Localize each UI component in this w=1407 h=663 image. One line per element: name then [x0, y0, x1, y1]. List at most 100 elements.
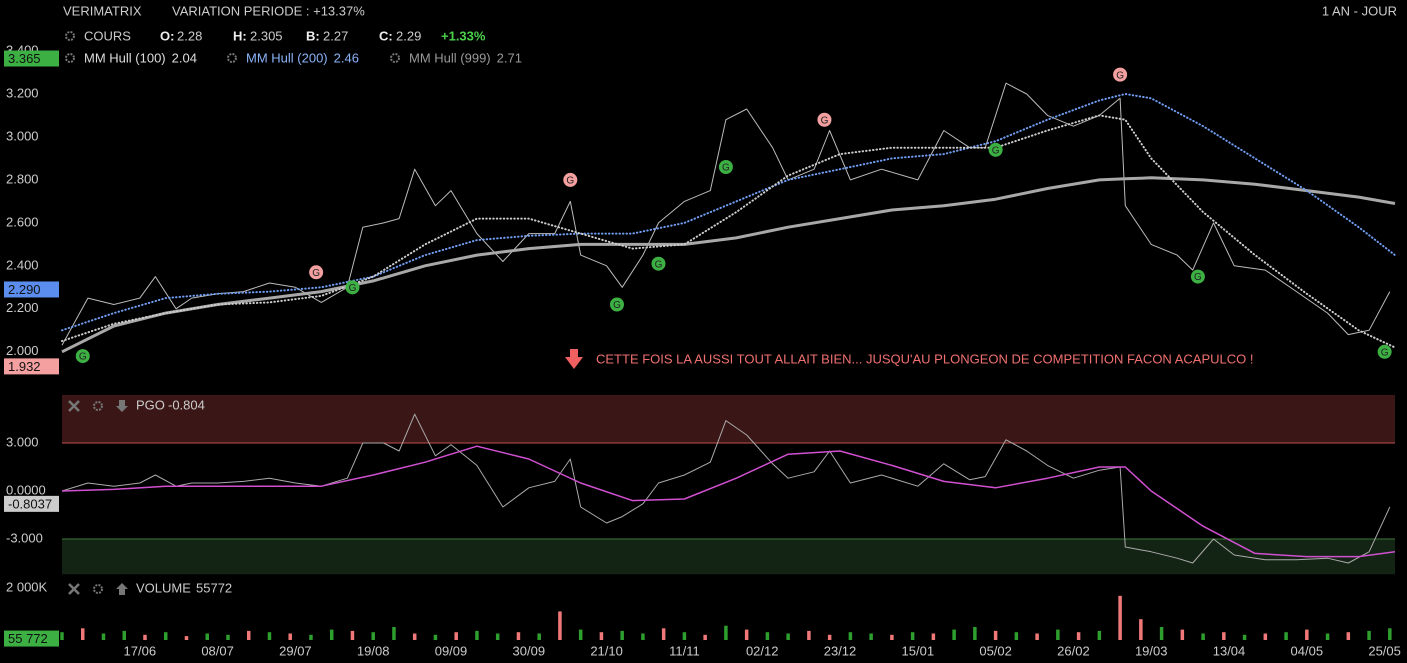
settings-icon[interactable]: [390, 53, 400, 63]
volume-bar: [973, 627, 977, 640]
y-tick-label: 2.200: [6, 300, 39, 315]
volume-bar: [205, 633, 209, 640]
value-label: 1.932: [8, 359, 41, 374]
legend-entry: MM Hull (999): [409, 50, 491, 65]
volume-bar: [350, 630, 355, 640]
settings-icon[interactable]: [93, 401, 103, 411]
volume-bar: [599, 632, 604, 640]
signal-label: G: [992, 145, 1000, 156]
series-line: [61, 82, 1391, 346]
volume-bar: [1388, 628, 1392, 640]
x-tick-label: 08/07: [201, 643, 234, 658]
volume-bar: [329, 629, 334, 640]
volume-bar: [1097, 630, 1102, 640]
volume-bar: [1201, 633, 1205, 640]
volume-bar: [184, 636, 189, 640]
volume-bar: [371, 632, 375, 640]
volume-bar: [558, 611, 562, 640]
settings-icon[interactable]: [227, 53, 237, 63]
x-tick-label: 19/03: [1135, 643, 1168, 658]
volume-bar: [392, 627, 396, 640]
volume-bar: [869, 633, 873, 640]
value-label: 2.290: [8, 282, 41, 297]
y-tick-label: 3.200: [6, 85, 39, 100]
y-tick-label: 3.000: [6, 434, 39, 449]
volume-bar: [786, 633, 790, 640]
close-icon[interactable]: [68, 583, 80, 595]
volume-bar: [1159, 627, 1164, 640]
panel-value: -0.804: [168, 397, 205, 412]
panel-title: VOLUME: [136, 580, 191, 595]
volume-bar: [682, 632, 687, 640]
x-tick-label: 19/08: [357, 643, 390, 658]
signal-label: G: [613, 300, 621, 311]
panel-value: 55772: [196, 580, 232, 595]
annotation: CETTE FOIS LA AUSSI TOUT ALLAIT BIEN... …: [596, 351, 1253, 366]
x-tick-label: 15/01: [902, 643, 935, 658]
volume-bar: [1284, 632, 1288, 640]
move-down-icon[interactable]: [116, 400, 128, 412]
volume-bar: [703, 634, 707, 640]
series-line: [61, 93, 1396, 332]
volume-bar: [226, 634, 230, 640]
settings-icon[interactable]: [65, 31, 75, 41]
quote-value: 2.29: [396, 28, 421, 43]
volume-bar: [744, 629, 749, 640]
move-up-icon[interactable]: [116, 583, 128, 595]
volume-bar: [578, 629, 583, 640]
legend-entry: COURS: [84, 28, 131, 43]
volume-bar: [1305, 629, 1309, 640]
volume-bar: [931, 633, 936, 640]
volume-bar: [1222, 632, 1226, 640]
series-line: [61, 114, 1396, 349]
signal-label: G: [1194, 272, 1202, 283]
volume-bar: [1325, 633, 1330, 640]
volume-bar: [309, 634, 313, 640]
volume-bar: [1118, 595, 1122, 640]
series-line: [61, 445, 1396, 558]
close-icon[interactable]: [68, 400, 80, 412]
oversold-zone: [62, 539, 1395, 575]
volume-bar: [433, 634, 438, 640]
signal-label: G: [1381, 347, 1389, 358]
volume-bar: [516, 632, 521, 640]
signal-label: G: [566, 176, 574, 187]
value-label-box: [4, 495, 59, 512]
period[interactable]: 1 AN - JOUR: [1322, 3, 1397, 18]
x-tick-label: 26/02: [1057, 643, 1090, 658]
series-line: [61, 176, 1396, 354]
volume-bar: [1014, 632, 1019, 640]
signal-label: G: [349, 283, 357, 294]
volume-bar: [661, 628, 666, 640]
volume-bar: [827, 634, 832, 640]
volume-bar: [412, 633, 417, 640]
volume-bar: [848, 632, 853, 640]
volume-bar: [163, 632, 168, 640]
y-tick-label: 2.000: [6, 343, 39, 358]
signal-marker: [817, 112, 832, 127]
volume-bar: [80, 628, 85, 640]
x-tick-label: 13/04: [1213, 643, 1246, 658]
annotation-arrow: [565, 349, 583, 369]
legend-entry: MM Hull (100): [84, 50, 166, 65]
quote-value: 2.28: [177, 28, 202, 43]
y-tick-label: 2 000K: [6, 579, 48, 594]
volume-bar: [765, 632, 770, 640]
settings-icon[interactable]: [65, 53, 75, 63]
volume-bar: [952, 629, 956, 640]
value-label-box: [4, 630, 59, 647]
signal-label: G: [312, 268, 320, 279]
signal-marker: [988, 142, 1003, 157]
quote-key: C:: [379, 28, 393, 43]
settings-icon[interactable]: [93, 584, 103, 594]
x-tick-label: 02/12: [746, 643, 779, 658]
volume-bar: [1346, 632, 1351, 640]
signal-label: G: [655, 259, 663, 270]
volume-bar: [641, 633, 645, 640]
x-tick-label: 30/09: [513, 643, 546, 658]
volume-bar: [143, 634, 147, 640]
volume-bar: [267, 632, 272, 640]
y-tick-label: 0.0000: [6, 482, 46, 497]
volume-bar: [288, 633, 292, 640]
